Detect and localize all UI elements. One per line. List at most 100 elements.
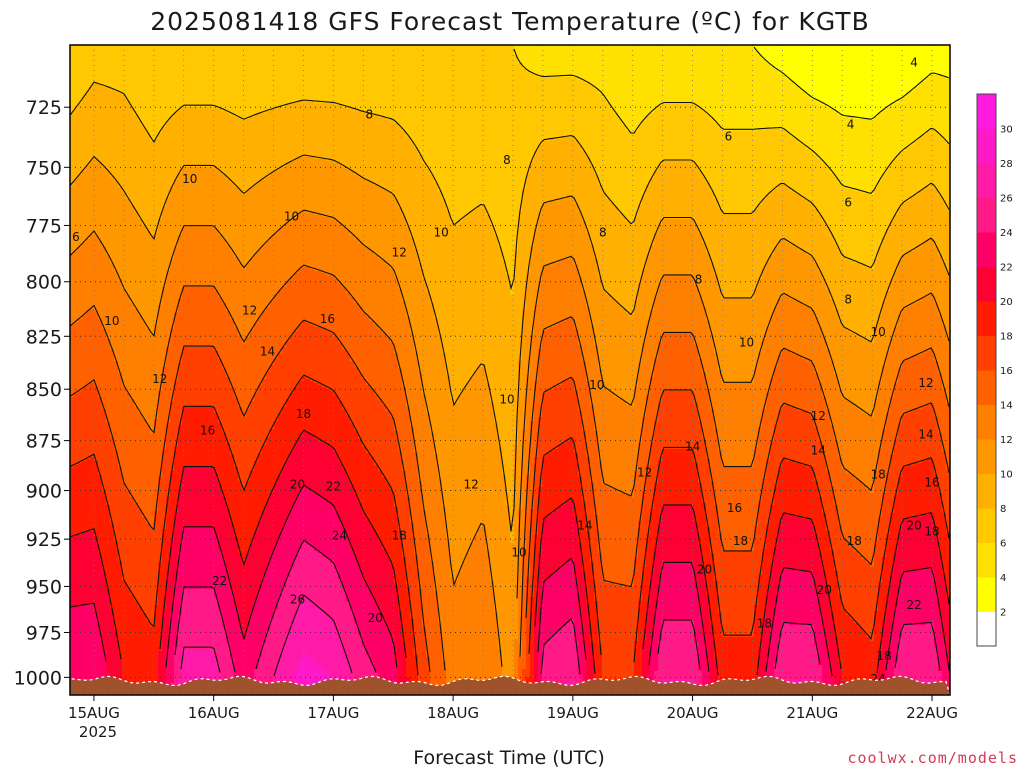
heatmap-cell xyxy=(574,141,579,204)
heatmap-cell xyxy=(862,485,867,560)
heatmap-cell xyxy=(426,413,431,536)
heatmap-cell xyxy=(906,573,911,626)
heatmap-cell xyxy=(522,45,527,70)
heatmap-cell xyxy=(582,291,587,362)
heatmap-cell xyxy=(918,625,923,680)
heatmap-cell xyxy=(210,589,215,650)
heatmap-cell xyxy=(898,423,903,478)
heatmap-cell xyxy=(190,407,195,468)
heatmap-cell xyxy=(210,167,215,228)
heatmap-cell xyxy=(742,383,747,468)
heatmap-cell xyxy=(126,199,131,296)
heatmap-cell xyxy=(910,465,915,520)
heatmap-cell xyxy=(794,301,799,356)
heatmap-cell xyxy=(238,119,243,192)
heatmap-cell xyxy=(790,515,795,570)
x-tick-label: 20AUG xyxy=(667,704,719,722)
heatmap-cell xyxy=(394,507,399,586)
heatmap-cell xyxy=(758,427,763,502)
heatmap-cell xyxy=(94,311,99,388)
heatmap-cell xyxy=(414,249,419,352)
heatmap-cell xyxy=(710,263,715,336)
heatmap-cell xyxy=(290,567,295,626)
heatmap-cell xyxy=(462,389,467,562)
heatmap-cell xyxy=(750,299,755,384)
heatmap-cell xyxy=(250,401,255,472)
heatmap-cell xyxy=(306,157,311,214)
heatmap-cell xyxy=(402,131,407,218)
heatmap-cell xyxy=(614,207,619,302)
heatmap-cell xyxy=(554,511,559,574)
heatmap-cell xyxy=(646,45,651,116)
heatmap-cell xyxy=(934,131,939,190)
heatmap-cell xyxy=(810,363,815,416)
heatmap-cell xyxy=(582,361,587,432)
heatmap-cell xyxy=(910,45,915,92)
heatmap-cell xyxy=(882,301,887,366)
heatmap-cell xyxy=(226,443,231,510)
heatmap-cell xyxy=(210,649,215,695)
heatmap-cell xyxy=(906,201,911,254)
heatmap-cell xyxy=(830,425,835,488)
heatmap-cell xyxy=(234,537,239,608)
x-tick-label: 16AUG xyxy=(188,704,240,722)
heatmap-cell xyxy=(630,497,635,588)
heatmap-cell xyxy=(198,347,203,408)
heatmap-cell xyxy=(726,45,731,132)
heatmap-cell xyxy=(622,493,627,588)
heatmap-cell xyxy=(786,623,791,680)
heatmap-cell xyxy=(590,643,595,695)
heatmap-cell xyxy=(786,297,791,352)
heatmap-cell xyxy=(946,469,950,534)
heatmap-cell xyxy=(750,467,755,552)
heatmap-cell xyxy=(298,101,303,158)
heatmap-cell xyxy=(858,627,863,695)
heatmap-cell xyxy=(706,321,711,390)
heatmap-cell xyxy=(918,137,923,192)
heatmap-cell xyxy=(78,535,83,608)
heatmap-cell xyxy=(546,203,551,266)
heatmap-cell xyxy=(114,271,119,362)
heatmap-cell xyxy=(554,573,559,634)
heatmap-cell xyxy=(810,467,815,522)
heatmap-cell xyxy=(398,611,403,694)
heatmap-cell xyxy=(942,451,947,514)
heatmap-cell xyxy=(746,131,751,216)
heatmap-cell xyxy=(518,657,523,695)
heatmap-cell xyxy=(314,159,319,216)
heatmap-cell xyxy=(394,353,399,432)
heatmap-cell xyxy=(494,613,499,695)
heatmap-cell xyxy=(118,655,123,695)
heatmap-cell xyxy=(186,107,191,168)
heatmap-cell xyxy=(270,301,275,366)
heatmap-cell xyxy=(78,607,83,680)
heatmap-cell xyxy=(850,547,855,620)
heatmap-cell xyxy=(262,577,267,644)
heatmap-cell xyxy=(730,131,735,216)
heatmap-cell xyxy=(342,589,347,652)
heatmap-cell xyxy=(394,661,399,695)
heatmap-cell xyxy=(930,183,935,240)
heatmap-cell xyxy=(890,455,895,514)
heatmap-cell xyxy=(806,413,811,468)
heatmap-cell xyxy=(490,403,495,582)
heatmap-cell xyxy=(458,395,463,572)
heatmap-cell xyxy=(218,171,223,236)
heatmap-cell xyxy=(798,625,803,680)
heatmap-cell xyxy=(158,651,163,695)
heatmap-cell xyxy=(314,215,319,272)
heatmap-cell xyxy=(222,497,227,562)
heatmap-cell xyxy=(294,103,299,160)
contour-label: 18 xyxy=(733,534,748,548)
heatmap-cell xyxy=(682,621,687,680)
heatmap-cell xyxy=(942,201,947,264)
heatmap-cell xyxy=(98,553,103,632)
heatmap-cell xyxy=(702,635,707,695)
heatmap-cell xyxy=(934,189,939,248)
heatmap-cell xyxy=(218,611,223,674)
heatmap-cell xyxy=(458,221,463,396)
heatmap-cell xyxy=(822,163,827,222)
heatmap-cell xyxy=(386,629,391,695)
heatmap-cell xyxy=(622,587,627,680)
heatmap-cell xyxy=(778,299,783,356)
